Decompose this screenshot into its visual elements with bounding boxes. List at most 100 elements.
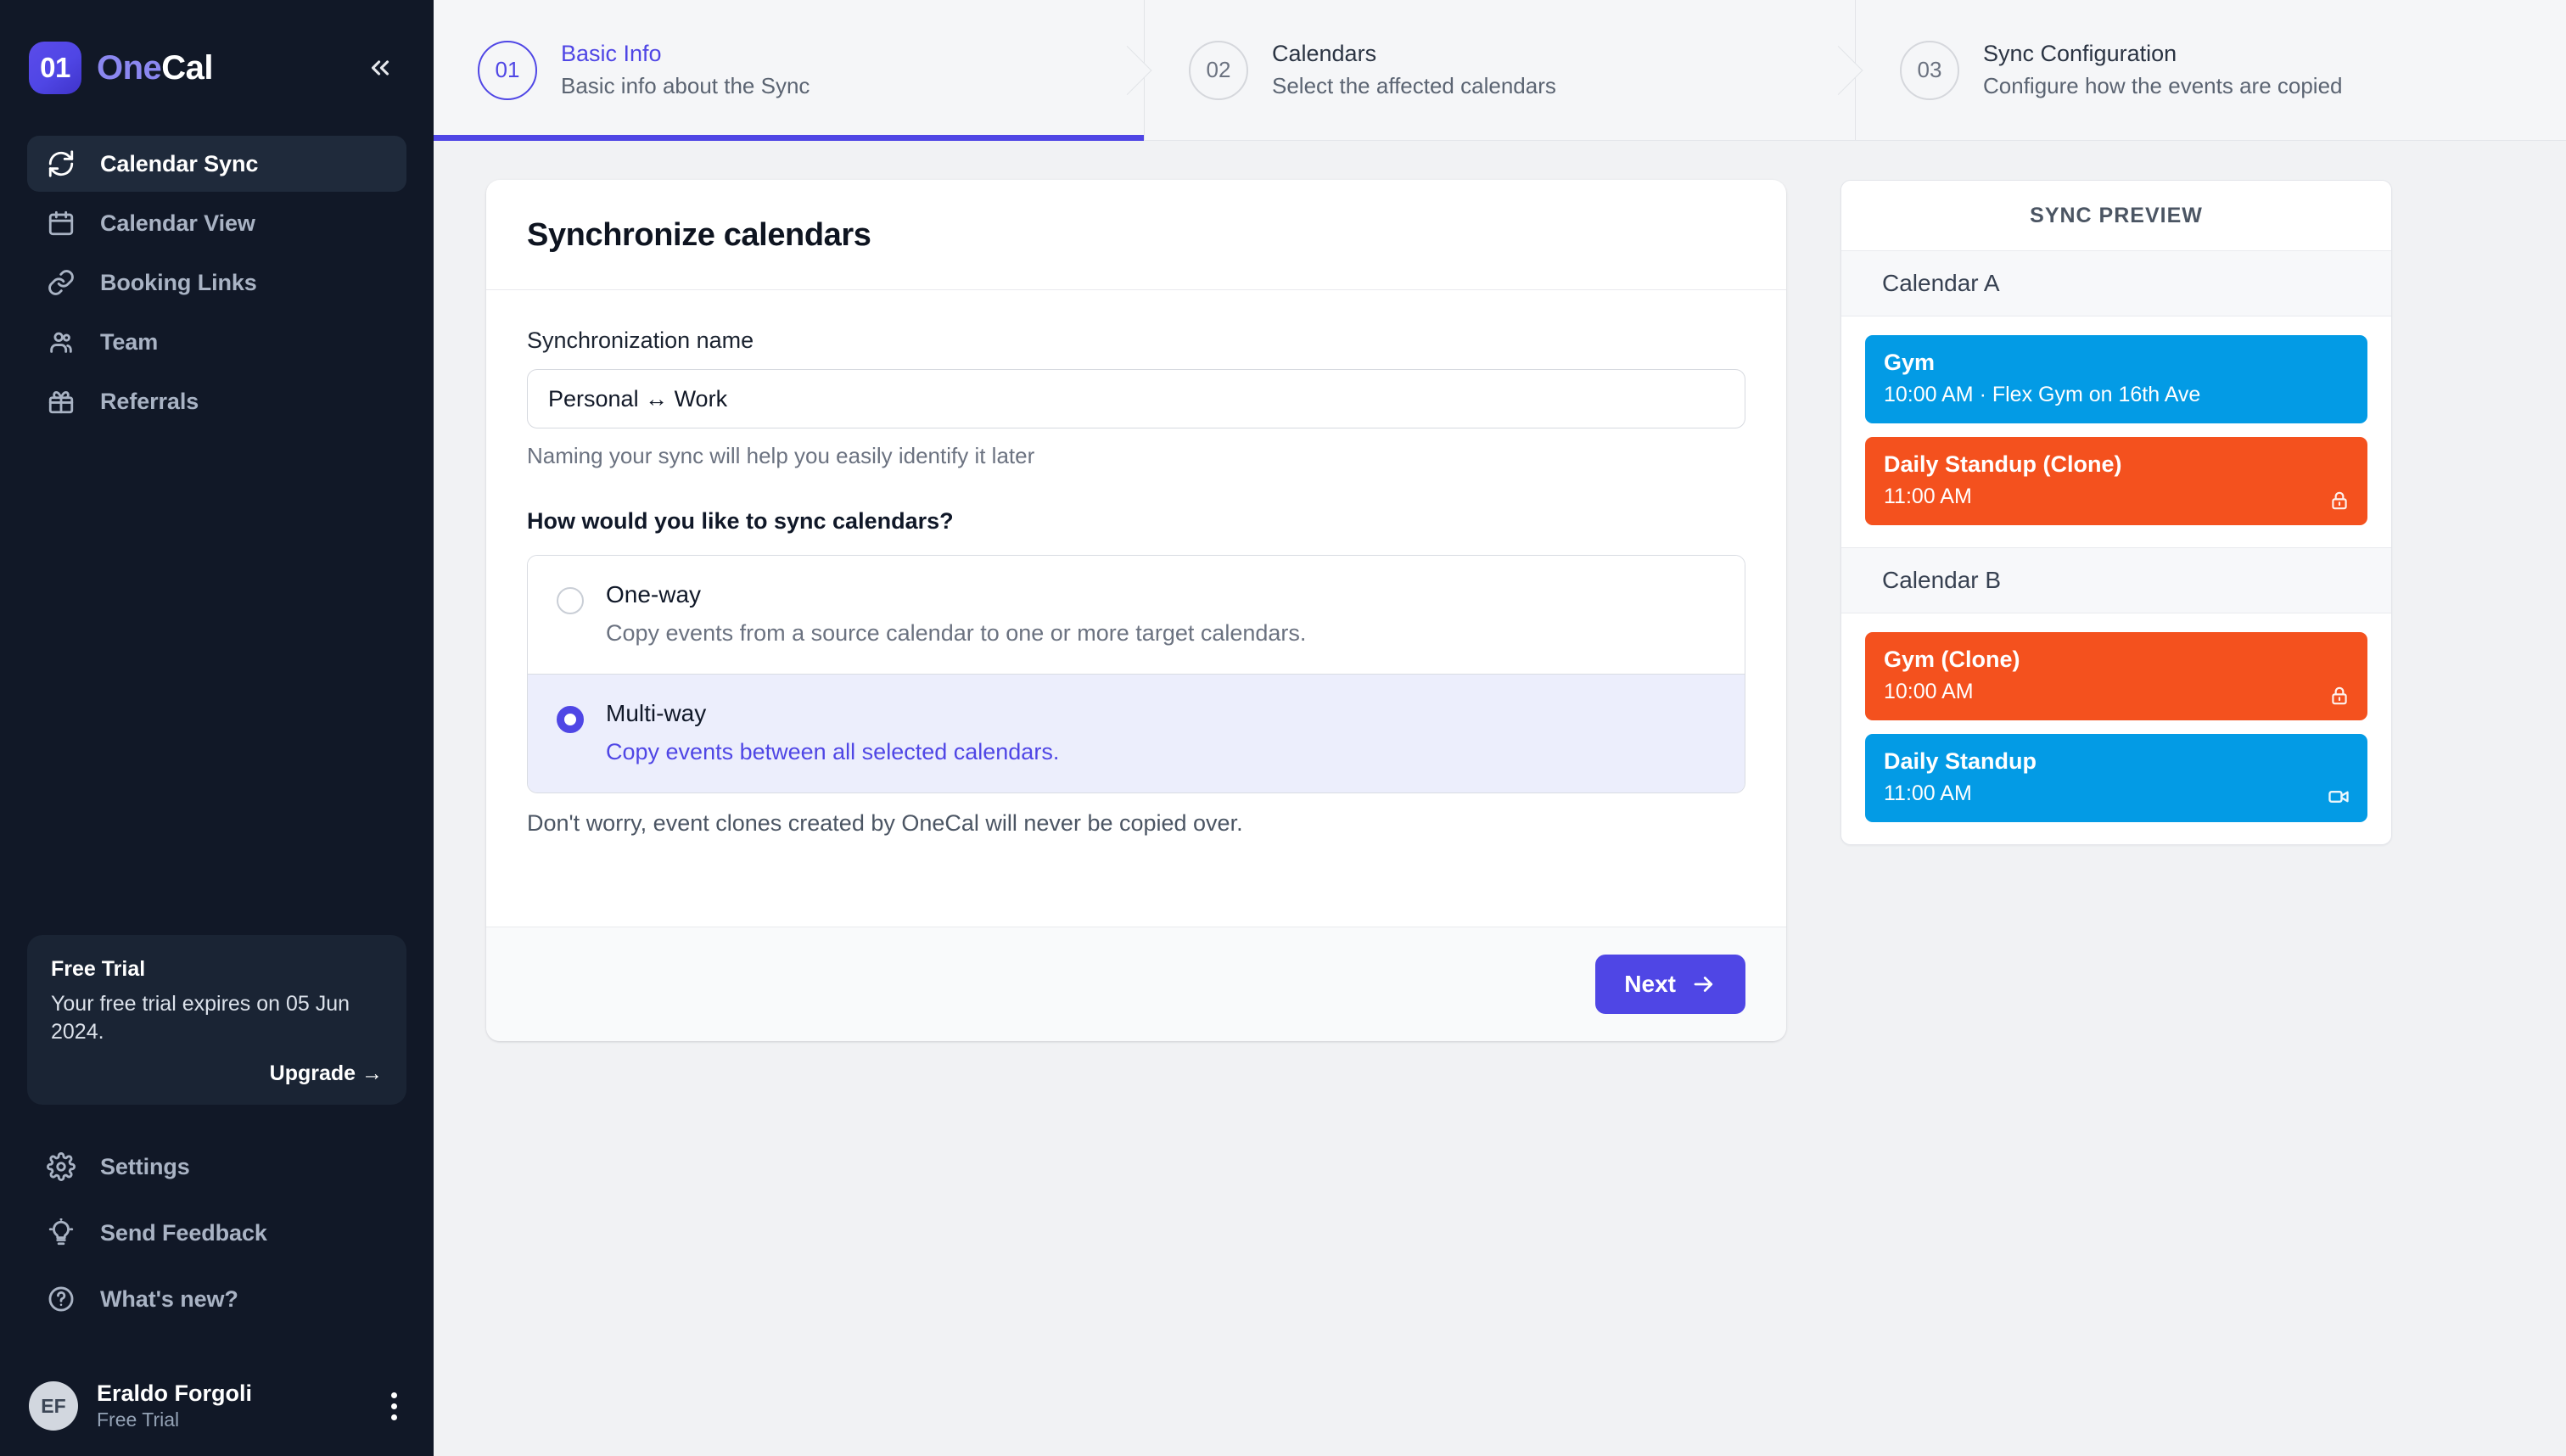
question-circle-icon bbox=[46, 1284, 76, 1314]
event-title: Daily Standup bbox=[1884, 748, 2037, 774]
event-subtitle: 11:00 AM bbox=[1884, 781, 1972, 805]
sidebar-collapse-button[interactable] bbox=[357, 45, 403, 91]
event-card-daily-standup[interactable]: Daily Standup 11:00 AM bbox=[1865, 734, 2367, 822]
link-icon bbox=[46, 267, 76, 298]
sidebar-item-label: What's new? bbox=[100, 1285, 238, 1312]
sidebar-nav: Calendar Sync Calendar View bbox=[0, 136, 434, 429]
step-subtitle: Basic info about the Sync bbox=[561, 73, 810, 98]
chevrons-left-icon bbox=[371, 60, 389, 76]
radio-option-multi-way[interactable]: Multi-way Copy events between all select… bbox=[528, 674, 1745, 792]
trial-description: Your free trial expires on 05 Jun 2024. bbox=[51, 991, 350, 1044]
event-title: Gym bbox=[1884, 350, 1936, 375]
lightbulb-icon bbox=[46, 1218, 76, 1248]
sync-mode-question: How would you like to sync calendars? bbox=[527, 508, 954, 534]
user-meta: Eraldo Forgoli Free Trial bbox=[97, 1380, 362, 1431]
users-icon bbox=[46, 327, 76, 357]
step-number: 03 bbox=[1900, 40, 1959, 100]
card-header: Synchronize calendars bbox=[486, 180, 1786, 290]
sidebar-item-send-feedback[interactable]: Send Feedback bbox=[27, 1205, 406, 1261]
sidebar-item-referrals[interactable]: Referrals bbox=[27, 373, 406, 429]
step-basic-info[interactable]: 01 Basic Info Basic info about the Sync bbox=[434, 0, 1144, 141]
upgrade-link[interactable]: Upgrade → bbox=[269, 1061, 383, 1085]
main-area: 01 Basic Info Basic info about the Sync … bbox=[434, 0, 2566, 1456]
radio-option-one-way[interactable]: One-way Copy events from a source calend… bbox=[528, 556, 1745, 674]
next-button[interactable]: Next bbox=[1595, 955, 1745, 1014]
event-subtitle: 10:00 AM bbox=[1884, 680, 1974, 703]
sidebar-item-label: Calendar Sync bbox=[100, 150, 259, 176]
logo-word-one: One bbox=[97, 48, 162, 87]
sync-name-help: Naming your sync will help you easily id… bbox=[527, 443, 1035, 468]
logo-wordmark: OneCal bbox=[97, 48, 214, 87]
calendar-a-label: Calendar A bbox=[1841, 251, 2391, 316]
logo-word-cal: Cal bbox=[161, 48, 214, 87]
gift-icon bbox=[46, 386, 76, 417]
calendar-icon bbox=[46, 208, 76, 238]
radio-description: Copy events between all selected calenda… bbox=[606, 739, 1060, 764]
sidebar-item-label: Calendar View bbox=[100, 210, 255, 236]
step-text: Sync Configuration Configure how the eve… bbox=[1983, 41, 2343, 99]
next-button-label: Next bbox=[1624, 971, 1676, 997]
sync-name-label: Synchronization name bbox=[527, 328, 754, 353]
card-footer: Next bbox=[486, 927, 1786, 1041]
user-menu-button[interactable] bbox=[381, 1387, 406, 1425]
kebab-dot-icon bbox=[390, 1403, 397, 1409]
sidebar-item-label: Team bbox=[100, 328, 159, 355]
form-column: Synchronize calendars Synchronization na… bbox=[434, 180, 1786, 1456]
radio-icon bbox=[557, 706, 584, 733]
calendar-b-events: Gym (Clone) 10:00 AM Dai bbox=[1841, 613, 2391, 844]
lock-icon bbox=[2328, 490, 2350, 512]
content-area: Synchronize calendars Synchronization na… bbox=[434, 141, 2566, 1456]
sync-name-input[interactable] bbox=[527, 369, 1745, 428]
sidebar-item-calendar-view[interactable]: Calendar View bbox=[27, 195, 406, 251]
kebab-dot-icon bbox=[390, 1414, 397, 1420]
sync-preview-panel: SYNC PREVIEW Calendar A Gym 10:00 AM · F… bbox=[1840, 180, 2392, 845]
preview-column: SYNC PREVIEW Calendar A Gym 10:00 AM · F… bbox=[1783, 180, 2566, 1456]
user-account-row[interactable]: EF Eraldo Forgoli Free Trial bbox=[0, 1356, 434, 1456]
sidebar-bottom-nav: Settings Send Feedback bbox=[0, 1105, 434, 1327]
calendar-b-label: Calendar B bbox=[1841, 548, 2391, 613]
card-body: Synchronization name Naming your sync wi… bbox=[486, 290, 1786, 862]
sidebar-item-booking-links[interactable]: Booking Links bbox=[27, 255, 406, 311]
logo-mark-icon: 01 bbox=[29, 42, 81, 94]
sidebar-item-calendar-sync[interactable]: Calendar Sync bbox=[27, 136, 406, 192]
event-subtitle: 11:00 AM bbox=[1884, 484, 1972, 508]
sidebar-item-whats-new[interactable]: What's new? bbox=[27, 1271, 406, 1327]
radio-icon bbox=[557, 587, 584, 614]
step-sync-configuration[interactable]: 03 Sync Configuration Configure how the … bbox=[1855, 0, 2566, 140]
app-logo[interactable]: 01 OneCal bbox=[29, 42, 357, 94]
step-calendars[interactable]: 02 Calendars Select the affected calenda… bbox=[1144, 0, 1855, 140]
step-text: Calendars Select the affected calendars bbox=[1272, 41, 1556, 99]
video-icon bbox=[2327, 785, 2350, 809]
sidebar-item-label: Referrals bbox=[100, 388, 199, 414]
radio-text: Multi-way Copy events between all select… bbox=[606, 700, 1059, 765]
sidebar-item-team[interactable]: Team bbox=[27, 314, 406, 370]
active-step-indicator bbox=[434, 135, 1144, 141]
kebab-dot-icon bbox=[390, 1392, 397, 1398]
user-plan: Free Trial bbox=[97, 1408, 180, 1431]
radio-title: One-way bbox=[606, 581, 702, 608]
event-card-gym[interactable]: Gym 10:00 AM · Flex Gym on 16th Ave bbox=[1865, 335, 2367, 423]
sync-icon bbox=[46, 148, 76, 179]
lock-icon bbox=[2328, 685, 2350, 707]
calendar-a-events: Gym 10:00 AM · Flex Gym on 16th Ave Dail… bbox=[1841, 316, 2391, 548]
event-card-daily-standup-clone[interactable]: Daily Standup (Clone) 11:00 AM bbox=[1865, 437, 2367, 525]
event-subtitle: 10:00 AM · Flex Gym on 16th Ave bbox=[1884, 383, 2201, 406]
step-subtitle: Configure how the events are copied bbox=[1983, 73, 2343, 98]
sidebar-spacer bbox=[0, 429, 434, 935]
event-card-gym-clone[interactable]: Gym (Clone) 10:00 AM bbox=[1865, 632, 2367, 720]
radio-text: One-way Copy events from a source calend… bbox=[606, 581, 1306, 647]
sidebar-item-label: Settings bbox=[100, 1153, 190, 1179]
user-name: Eraldo Forgoli bbox=[97, 1380, 253, 1406]
sync-mode-radio-group: One-way Copy events from a source calend… bbox=[527, 555, 1745, 793]
trial-card: Free Trial Your free trial expires on 05… bbox=[27, 934, 406, 1105]
radio-description: Copy events from a source calendar to on… bbox=[606, 620, 1307, 646]
page-title: Synchronize calendars bbox=[527, 217, 871, 253]
step-number: 01 bbox=[478, 40, 537, 100]
sidebar-item-label: Booking Links bbox=[100, 269, 257, 295]
step-title: Basic Info bbox=[561, 41, 662, 66]
avatar: EF bbox=[29, 1381, 78, 1431]
wizard-stepper: 01 Basic Info Basic info about the Sync … bbox=[434, 0, 2566, 141]
sidebar-item-settings[interactable]: Settings bbox=[27, 1139, 406, 1195]
step-title: Sync Configuration bbox=[1983, 41, 2177, 66]
